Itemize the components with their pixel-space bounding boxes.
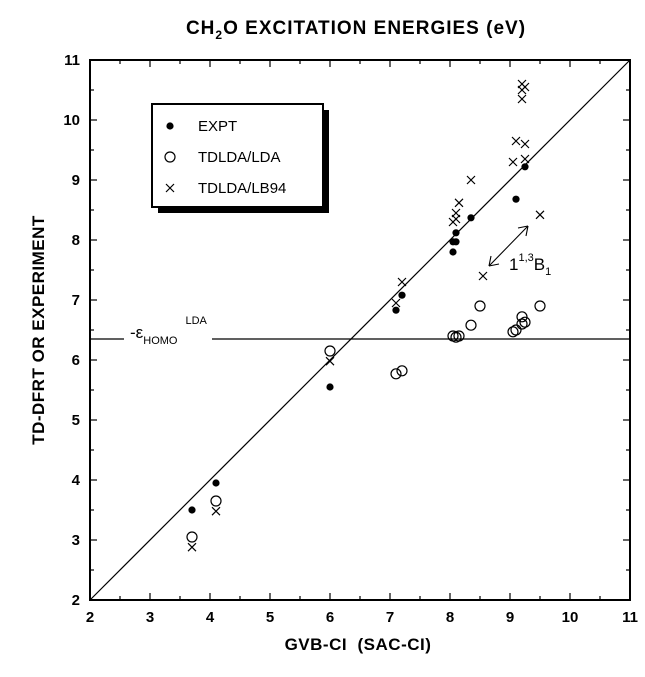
- point-tdlda-lda: [519, 316, 531, 328]
- point-tdlda-lb94: [451, 214, 461, 224]
- legend-label-tdlda-lda: TDLDA/LDA: [198, 149, 281, 166]
- x-tick-label: 5: [266, 609, 274, 626]
- point-tdlda-lb94: [211, 506, 221, 516]
- point-expt: [452, 229, 460, 237]
- x-tick-label: 2: [86, 609, 94, 626]
- y-tick-label: 9: [72, 172, 80, 189]
- homo-annotation-sub: HOMO: [143, 335, 178, 347]
- point-tdlda-lb94: [325, 356, 335, 366]
- point-tdlda-lb94: [535, 210, 545, 220]
- point-tdlda-lda: [516, 311, 528, 323]
- legend-marker-expt: [166, 122, 174, 130]
- legend-box: [151, 103, 324, 208]
- legend-label-expt: EXPT: [198, 118, 237, 135]
- point-tdlda-lda: [396, 365, 408, 377]
- y-tick-label: 6: [72, 352, 80, 369]
- b1-arrow-head-lower: [488, 255, 500, 267]
- x-tick-label: 8: [446, 609, 454, 626]
- point-tdlda-lda: [510, 324, 522, 336]
- b1-label-sup: 1,3: [518, 252, 533, 264]
- point-expt: [326, 383, 334, 391]
- b1-label-sub: 1: [545, 266, 551, 278]
- b1-arrow-shaft: [488, 225, 529, 267]
- x-tick-label: 10: [562, 609, 579, 626]
- y-tick-label: 8: [72, 232, 80, 249]
- point-expt: [449, 248, 457, 256]
- point-tdlda-lda: [453, 330, 465, 342]
- point-tdlda-lda: [186, 531, 198, 543]
- y-tick-label: 11: [64, 52, 80, 69]
- x-tick-label: 3: [146, 609, 154, 626]
- point-expt: [521, 163, 529, 171]
- point-expt: [467, 214, 475, 222]
- legend-label-tdlda-lb94: TDLDA/LB94: [198, 180, 286, 197]
- point-tdlda-lda: [324, 345, 336, 357]
- y-tick-label: 7: [72, 292, 80, 309]
- point-expt: [212, 479, 220, 487]
- point-tdlda-lb94: [391, 298, 401, 308]
- legend-marker-tdlda-lda: [164, 151, 176, 163]
- y-tick-label: 4: [72, 472, 81, 489]
- point-tdlda-lb94: [187, 542, 197, 552]
- point-expt: [392, 306, 400, 314]
- legend-marker-tdlda-lb94: [165, 183, 175, 193]
- b1-annotation: 11,3B1: [488, 225, 551, 278]
- point-tdlda-lb94: [520, 139, 530, 149]
- point-tdlda-lb94: [454, 198, 464, 208]
- y-tick-label: 5: [72, 412, 80, 429]
- y-tick-label: 10: [63, 112, 80, 129]
- point-tdlda-lda: [390, 368, 402, 380]
- b1-label-base: 1: [509, 255, 518, 274]
- y-axis-label: TD-DFRT OR EXPERIMENT: [29, 215, 48, 445]
- point-tdlda-lda: [507, 326, 519, 338]
- point-tdlda-lda: [474, 300, 486, 312]
- point-tdlda-lb94: [478, 271, 488, 281]
- b1-label: 11,3B1: [509, 252, 551, 278]
- chart-title-pre: CH: [186, 18, 215, 39]
- point-tdlda-lb94: [397, 277, 407, 287]
- legend: EXPT TDLDA/LDA TDLDA/LB94: [151, 103, 329, 213]
- homo-annotation-sup: LDA: [185, 315, 207, 327]
- homo-annotation-pre: -ε: [130, 323, 144, 342]
- x-axis-label: GVB-CI (SAC-CI): [285, 635, 432, 654]
- homo-annotation: -εHOMO LDA: [130, 315, 208, 347]
- chart-title: CH2O EXCITATION ENERGIES (eV): [186, 18, 526, 42]
- x-tick-label: 11: [622, 609, 638, 626]
- y-tick-label: 3: [72, 532, 80, 549]
- point-tdlda-lb94: [511, 136, 521, 146]
- diagonal-line: [89, 59, 631, 601]
- point-expt: [512, 195, 520, 203]
- point-tdlda-lb94: [508, 157, 518, 167]
- axis-ticks: [89, 59, 631, 601]
- point-tdlda-lda: [516, 318, 528, 330]
- point-tdlda-lb94: [466, 175, 476, 185]
- x-tick-label: 4: [206, 609, 215, 626]
- chart-title-post: O EXCITATION ENERGIES (eV): [223, 18, 526, 39]
- x-tick-label: 7: [386, 609, 394, 626]
- b1-arrow-head-upper: [517, 225, 529, 237]
- point-expt: [398, 291, 406, 299]
- point-tdlda-lb94: [520, 154, 530, 164]
- x-tick-label: 6: [326, 609, 334, 626]
- point-tdlda-lda: [534, 300, 546, 312]
- data-marks: [90, 79, 546, 552]
- chart-title-sub: 2: [215, 28, 223, 42]
- x-tick-label: 9: [506, 609, 514, 626]
- point-tdlda-lda: [210, 495, 222, 507]
- y-tick-label: 2: [72, 592, 80, 609]
- point-tdlda-lb94: [520, 82, 530, 92]
- b1-label-main: B: [534, 255, 545, 274]
- point-expt: [188, 506, 196, 514]
- point-expt: [452, 238, 460, 246]
- point-tdlda-lb94: [517, 94, 527, 104]
- point-tdlda-lda: [465, 319, 477, 331]
